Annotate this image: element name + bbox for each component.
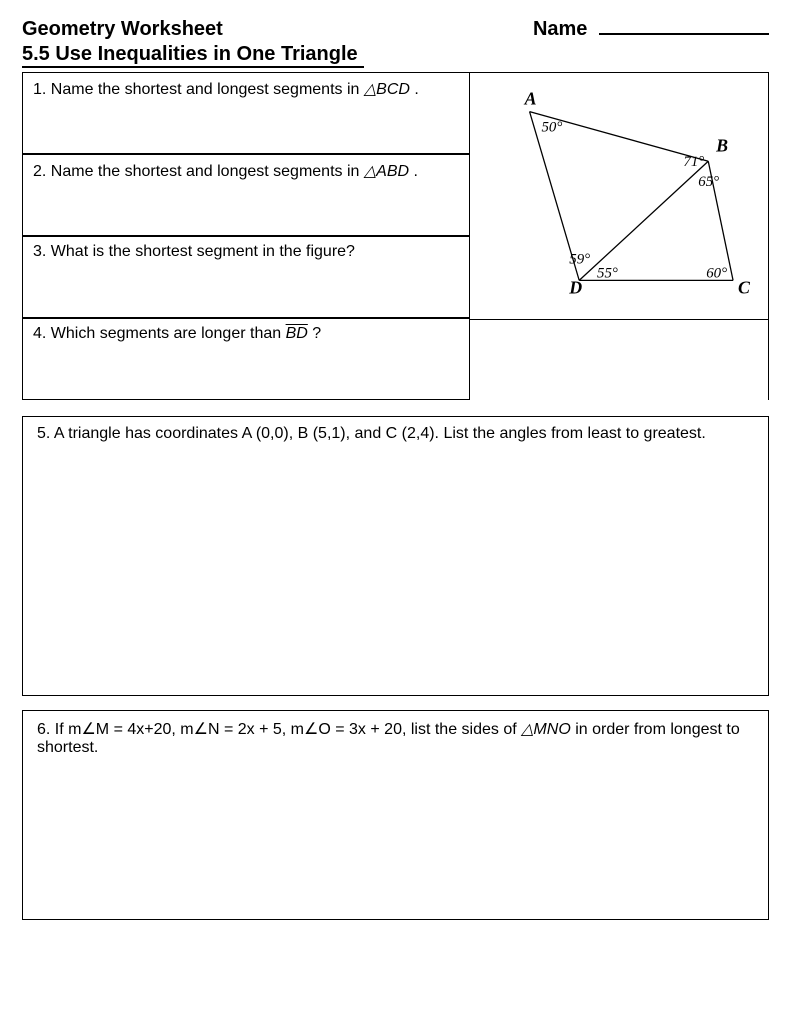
- svg-text:50°: 50°: [542, 119, 563, 135]
- q1-text-a: Name the shortest and longest segments i…: [51, 81, 364, 98]
- question-3: 3. What is the shortest segment in the f…: [23, 236, 470, 318]
- q5-num: 5.: [37, 425, 50, 442]
- svg-text:A: A: [524, 89, 537, 109]
- q1-text-b: .: [410, 81, 419, 98]
- q4-text-a: Which segments are longer than: [51, 325, 286, 342]
- top-question-grid: 1. Name the shortest and longest segment…: [22, 72, 769, 400]
- svg-text:B: B: [715, 135, 728, 155]
- q3-num: 3.: [33, 243, 46, 260]
- svg-text:59°: 59°: [569, 252, 590, 268]
- q5-text: A triangle has coordinates A (0,0), B (5…: [54, 425, 706, 442]
- title: Geometry Worksheet: [22, 18, 223, 41]
- q2-num: 2.: [33, 163, 46, 180]
- q2-text-a: Name the shortest and longest segments i…: [51, 163, 364, 180]
- question-1: 1. Name the shortest and longest segment…: [23, 72, 470, 154]
- svg-text:60°: 60°: [706, 265, 727, 281]
- triangle-diagram: A B C D 50° 71° 65° 60° 55° 59°: [470, 72, 769, 400]
- q3-text: What is the shortest segment in the figu…: [51, 243, 355, 260]
- q2-text-b: .: [409, 163, 418, 180]
- q4-text-b: ?: [308, 325, 321, 342]
- svg-text:D: D: [568, 277, 582, 297]
- svg-text:C: C: [738, 277, 751, 297]
- svg-text:71°: 71°: [684, 154, 705, 170]
- name-label: Name: [533, 18, 587, 40]
- q6-num: 6.: [37, 721, 50, 738]
- name-blank-line: [599, 33, 769, 35]
- question-2: 2. Name the shortest and longest segment…: [23, 154, 470, 236]
- q6-text-a: If m∠M = 4x+20, m∠N = 2x + 5, m∠O = 3x +…: [55, 721, 521, 738]
- question-6: 6. If m∠M = 4x+20, m∠N = 2x + 5, m∠O = 3…: [22, 710, 769, 920]
- question-4: 4. Which segments are longer than BD ?: [23, 318, 470, 400]
- q4-segment: BD: [286, 325, 308, 342]
- left-question-column: 1. Name the shortest and longest segment…: [22, 72, 470, 400]
- q1-num: 1.: [33, 81, 46, 98]
- svg-text:55°: 55°: [597, 265, 618, 281]
- q6-triangle: △MNO: [521, 721, 571, 738]
- diagram-svg: A B C D 50° 71° 65° 60° 55° 59°: [470, 73, 768, 319]
- q1-triangle: △BCD: [364, 81, 410, 98]
- worksheet-header: Geometry Worksheet Name: [22, 18, 769, 41]
- svg-text:65°: 65°: [699, 174, 720, 190]
- name-field: Name: [533, 18, 769, 41]
- q4-num: 4.: [33, 325, 46, 342]
- subtitle: 5.5 Use Inequalities in One Triangle: [22, 43, 364, 68]
- q2-triangle: △ABD: [364, 163, 409, 180]
- question-5: 5. A triangle has coordinates A (0,0), B…: [22, 416, 769, 696]
